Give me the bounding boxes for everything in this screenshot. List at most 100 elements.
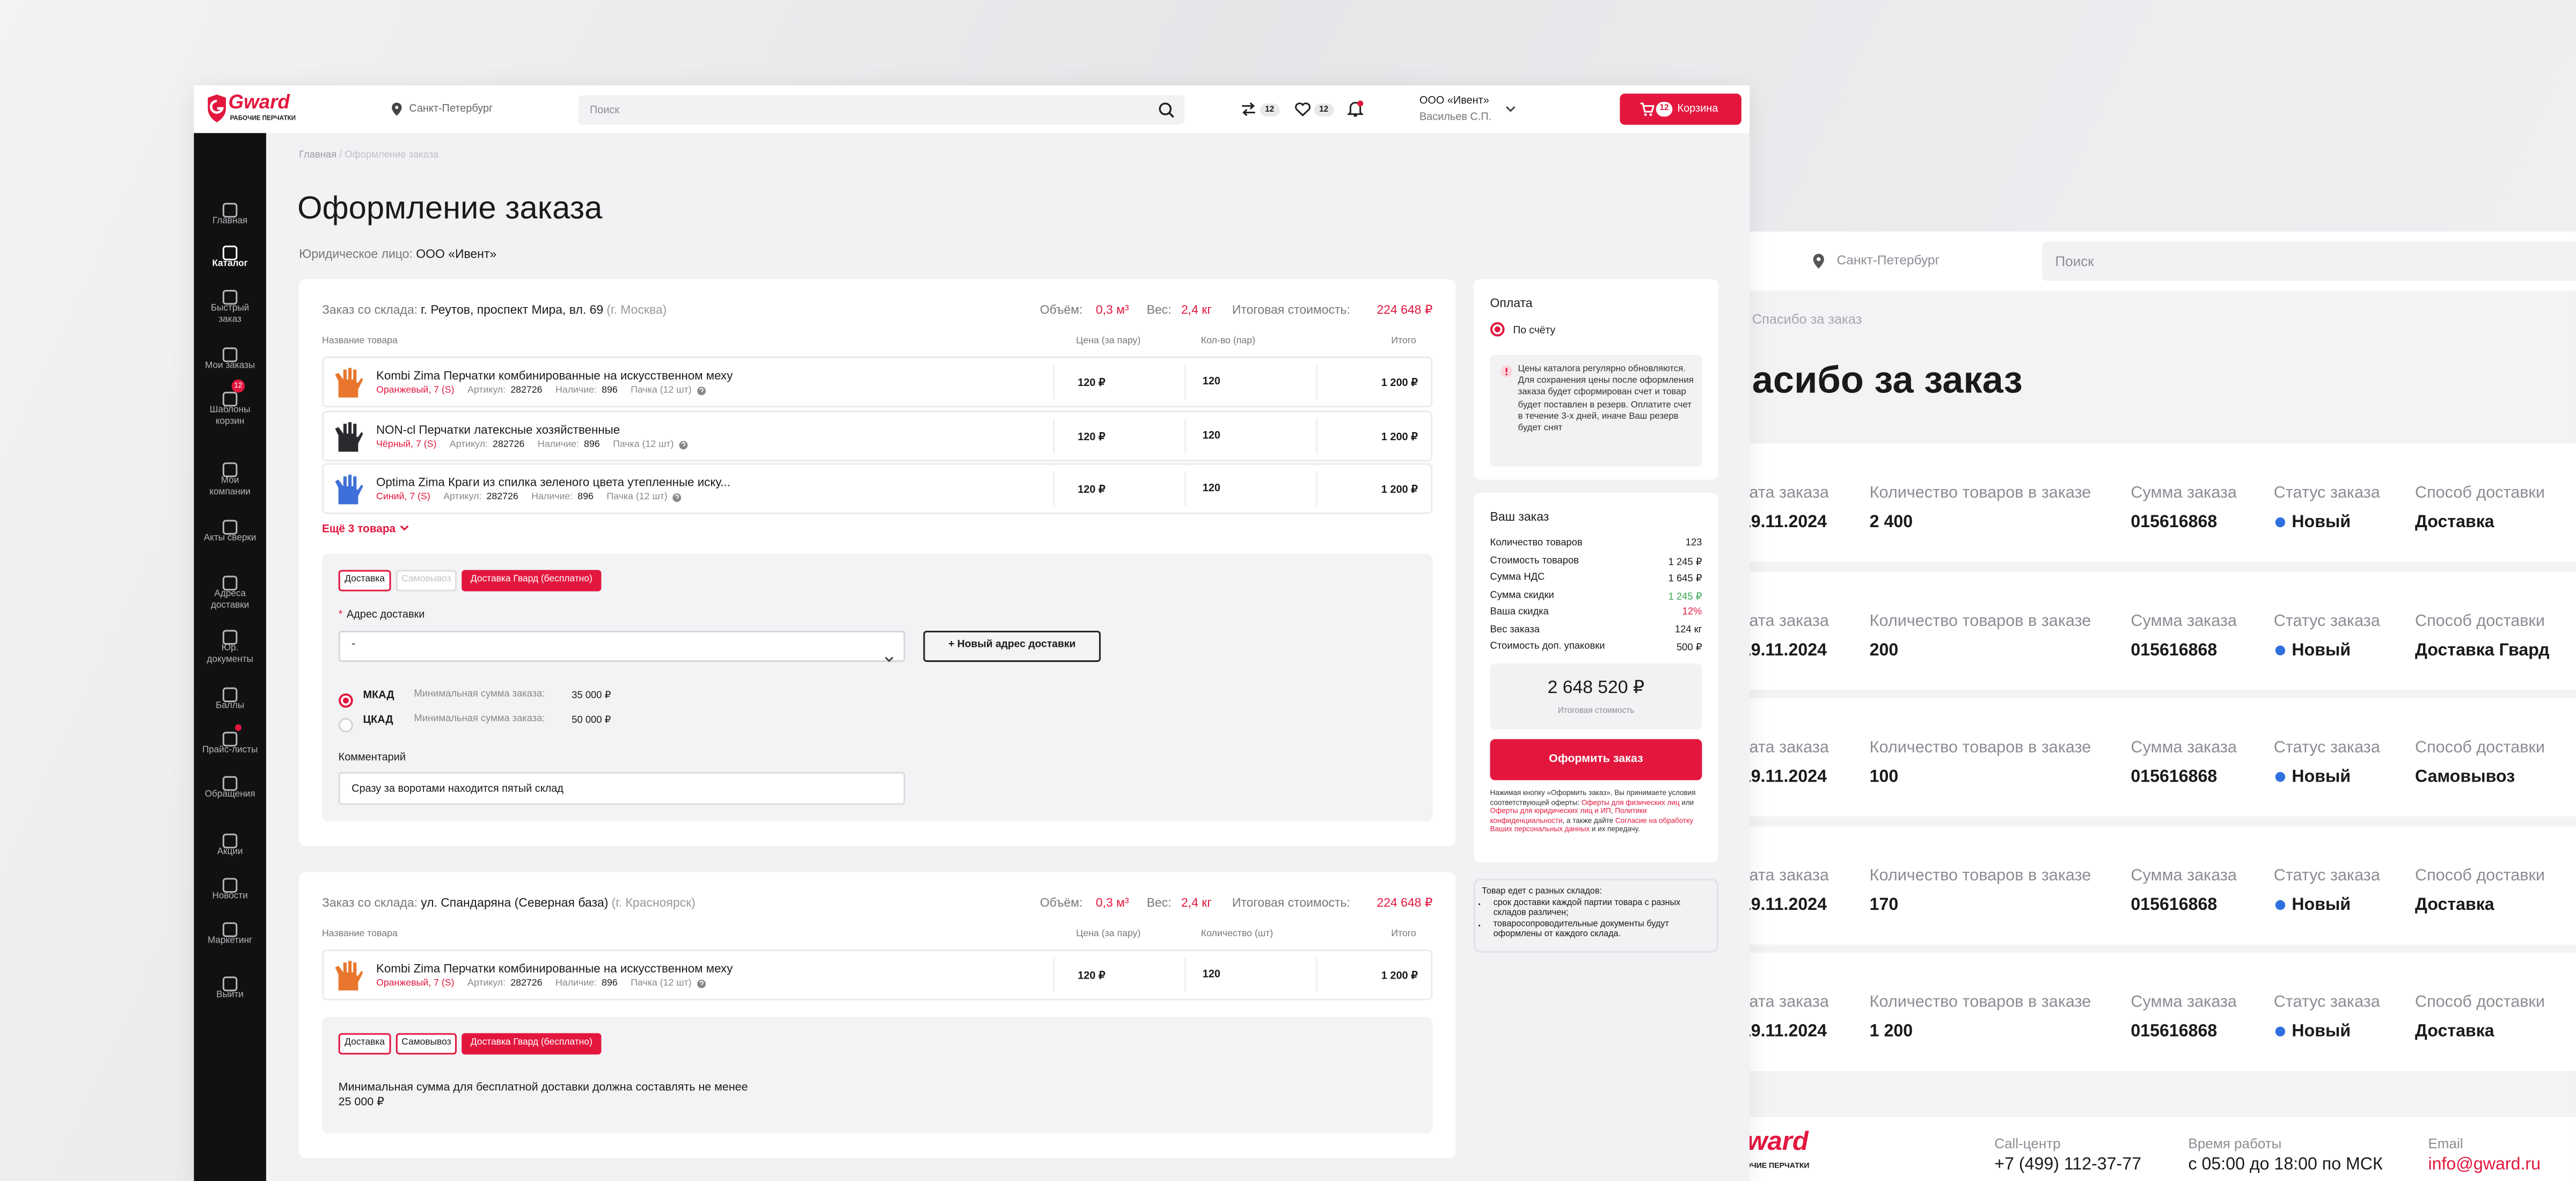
delivery-tab[interactable]: Самовывоз xyxy=(396,570,457,592)
sidebar-item[interactable]: Прайс-листы xyxy=(194,724,266,769)
stock: 896 xyxy=(577,492,594,503)
contact-label: Email xyxy=(2428,1135,2463,1151)
sidebar-item[interactable]: Баллы xyxy=(194,682,266,725)
payment-radio[interactable] xyxy=(1490,322,1505,337)
delivery-tab[interactable]: Доставка Гвард (бесплатно) xyxy=(462,1033,602,1055)
bg-column-label: Сумма заказа xyxy=(2131,739,2237,757)
bg-order-value: Новый xyxy=(2292,512,2351,533)
bg-search[interactable]: Поиск xyxy=(2042,241,2576,281)
legal-link[interactable]: Оферты для физических лиц xyxy=(1581,797,1680,806)
address-select[interactable]: - xyxy=(338,630,905,662)
sidebar-item[interactable]: Обращения xyxy=(194,770,266,813)
legal-link[interactable]: Политики конфиденциальности xyxy=(1490,806,1647,825)
sidebar-icon xyxy=(222,770,238,800)
sidebar-item[interactable]: Мои заказы xyxy=(194,341,266,384)
item-quantity: 120 xyxy=(1202,969,1221,981)
product-name[interactable]: Optima Zima Краги из спилка зеленого цве… xyxy=(376,475,730,490)
delivery-tab[interactable]: Доставка xyxy=(338,570,391,592)
icon-shape xyxy=(699,980,704,985)
sidebar-item[interactable]: Новости xyxy=(194,872,266,915)
delivery-tab[interactable]: Доставка xyxy=(338,1033,391,1055)
product-image-shape xyxy=(335,368,363,398)
show-more[interactable]: Ещё 3 товара xyxy=(322,524,409,535)
zone-radio[interactable] xyxy=(339,687,354,716)
zone-min-label: Минимальная сумма заказа: xyxy=(414,689,545,699)
select-chevron xyxy=(884,642,894,672)
column-header: Итого xyxy=(1391,337,1416,347)
sidebar-icon-shape xyxy=(222,687,238,703)
new-address-button[interactable]: + Новый адрес доставки xyxy=(923,630,1101,662)
sidebar-item[interactable]: Главная xyxy=(194,197,266,240)
bg-order-value: 015616868 xyxy=(2131,512,2218,533)
company-name[interactable]: ООО «Ивент» xyxy=(1419,95,1489,107)
sidebar-icon-shape xyxy=(222,976,238,992)
sidebar-icon-shape xyxy=(222,245,238,260)
zone-radio[interactable] xyxy=(339,711,354,741)
sidebar-item[interactable]: Мои компании xyxy=(194,457,266,500)
bg-order-value: 19.11.2024 xyxy=(1741,639,1827,660)
sidebar-icon-shape xyxy=(222,462,238,477)
compare-icon[interactable] xyxy=(1240,102,1257,117)
logo[interactable]: Gward xyxy=(228,90,290,114)
notifications-icon[interactable] xyxy=(1347,100,1364,119)
summary-value: 123 xyxy=(1685,538,1702,549)
product-name[interactable]: NON-cl Перчатки латексные хозяйственные xyxy=(376,421,620,436)
sidebar-item[interactable]: Юр. документы xyxy=(194,624,266,667)
account-chevron[interactable] xyxy=(1505,105,1516,113)
required-mark: * xyxy=(338,609,343,621)
favorites-icon[interactable] xyxy=(1294,102,1311,117)
order-item: NON-cl Перчатки латексные хозяйственные Ч… xyxy=(321,410,1433,461)
sidebar-item[interactable]: Акты сверки xyxy=(194,514,266,557)
legal-link[interactable]: Согласие на обработку Ваших персональных… xyxy=(1490,816,1693,834)
product-name[interactable]: Kombi Zima Перчатки комбинированные на и… xyxy=(376,368,733,383)
sidebar-icon xyxy=(222,726,238,755)
product-name[interactable]: Kombi Zima Перчатки комбинированные на и… xyxy=(376,960,733,976)
summary-label: Ваша скидка xyxy=(1490,608,1549,618)
shipping-note-item: срок доставки каждой партии товара с раз… xyxy=(1494,899,1709,920)
stock: 896 xyxy=(583,439,600,449)
icon-shape xyxy=(1644,113,1647,116)
stock-label: Наличие: xyxy=(531,492,573,503)
submit-order-button[interactable]: Оформить заказ xyxy=(1490,739,1702,781)
item-total: 1 200 ₽ xyxy=(1381,971,1418,982)
search-box[interactable]: Поиск xyxy=(578,95,1185,125)
sidebar-label: Мои компании xyxy=(209,476,251,497)
sidebar-item[interactable]: Акции xyxy=(194,828,266,871)
sidebar-item[interactable]: Каталог xyxy=(194,240,266,283)
cell-divider xyxy=(1316,418,1318,453)
bg-order-card xyxy=(1725,952,2576,1071)
contact-value[interactable]: info@gward.ru xyxy=(2428,1155,2541,1175)
sidebar-item[interactable]: Быстрый заказ xyxy=(194,284,266,327)
cart-button[interactable]: 12 Корзина xyxy=(1620,93,1741,125)
warehouse-city: (г. Красноярск) xyxy=(611,895,696,910)
warning-icon xyxy=(1501,365,1513,377)
product-image xyxy=(332,366,364,407)
icon-shape xyxy=(1242,102,1255,116)
icon-shape xyxy=(222,922,238,937)
legal-link[interactable]: Оферты для юридических лиц и ИП xyxy=(1490,806,1611,815)
cell-divider xyxy=(1184,418,1187,453)
location[interactable]: Санкт-Петербург xyxy=(409,103,493,115)
payment-notice: Цены каталога регулярно обновляются. Для… xyxy=(1518,364,1694,434)
sidebar-label: Обращения xyxy=(204,790,255,800)
bg-column-label: Статус заказа xyxy=(2273,739,2380,757)
comment-input[interactable]: Сразу за воротами находится пятый склад xyxy=(338,772,905,805)
pack-info-icon xyxy=(672,493,682,502)
page-title: Оформление заказа xyxy=(297,190,603,227)
bg-order-value: 19.11.2024 xyxy=(1741,1022,1827,1041)
order-item: Kombi Zima Перчатки комбинированные на и… xyxy=(321,356,1433,407)
sidebar-item[interactable]: Шаблоны корзин 12 xyxy=(194,379,266,429)
sidebar-icon xyxy=(222,916,238,946)
delivery-tab[interactable]: Доставка Гвард (бесплатно) xyxy=(462,570,602,592)
sidebar-item[interactable]: Адреса доставки xyxy=(194,570,266,613)
icon-shape xyxy=(339,718,353,733)
breadcrumb-link[interactable]: Главная xyxy=(299,151,337,161)
sidebar-item[interactable]: Выйти xyxy=(194,971,266,1014)
bg-order-value: Доставка Гвард xyxy=(2414,639,2550,660)
column-header: Количество (шт) xyxy=(1201,929,1274,940)
order-weight: 2,4 кг xyxy=(1181,302,1212,317)
search-icon[interactable] xyxy=(1158,102,1175,119)
sidebar-icon-shape xyxy=(222,520,238,535)
sidebar-item[interactable]: Маркетинг xyxy=(194,916,266,959)
delivery-tab[interactable]: Самовывоз xyxy=(396,1033,457,1055)
